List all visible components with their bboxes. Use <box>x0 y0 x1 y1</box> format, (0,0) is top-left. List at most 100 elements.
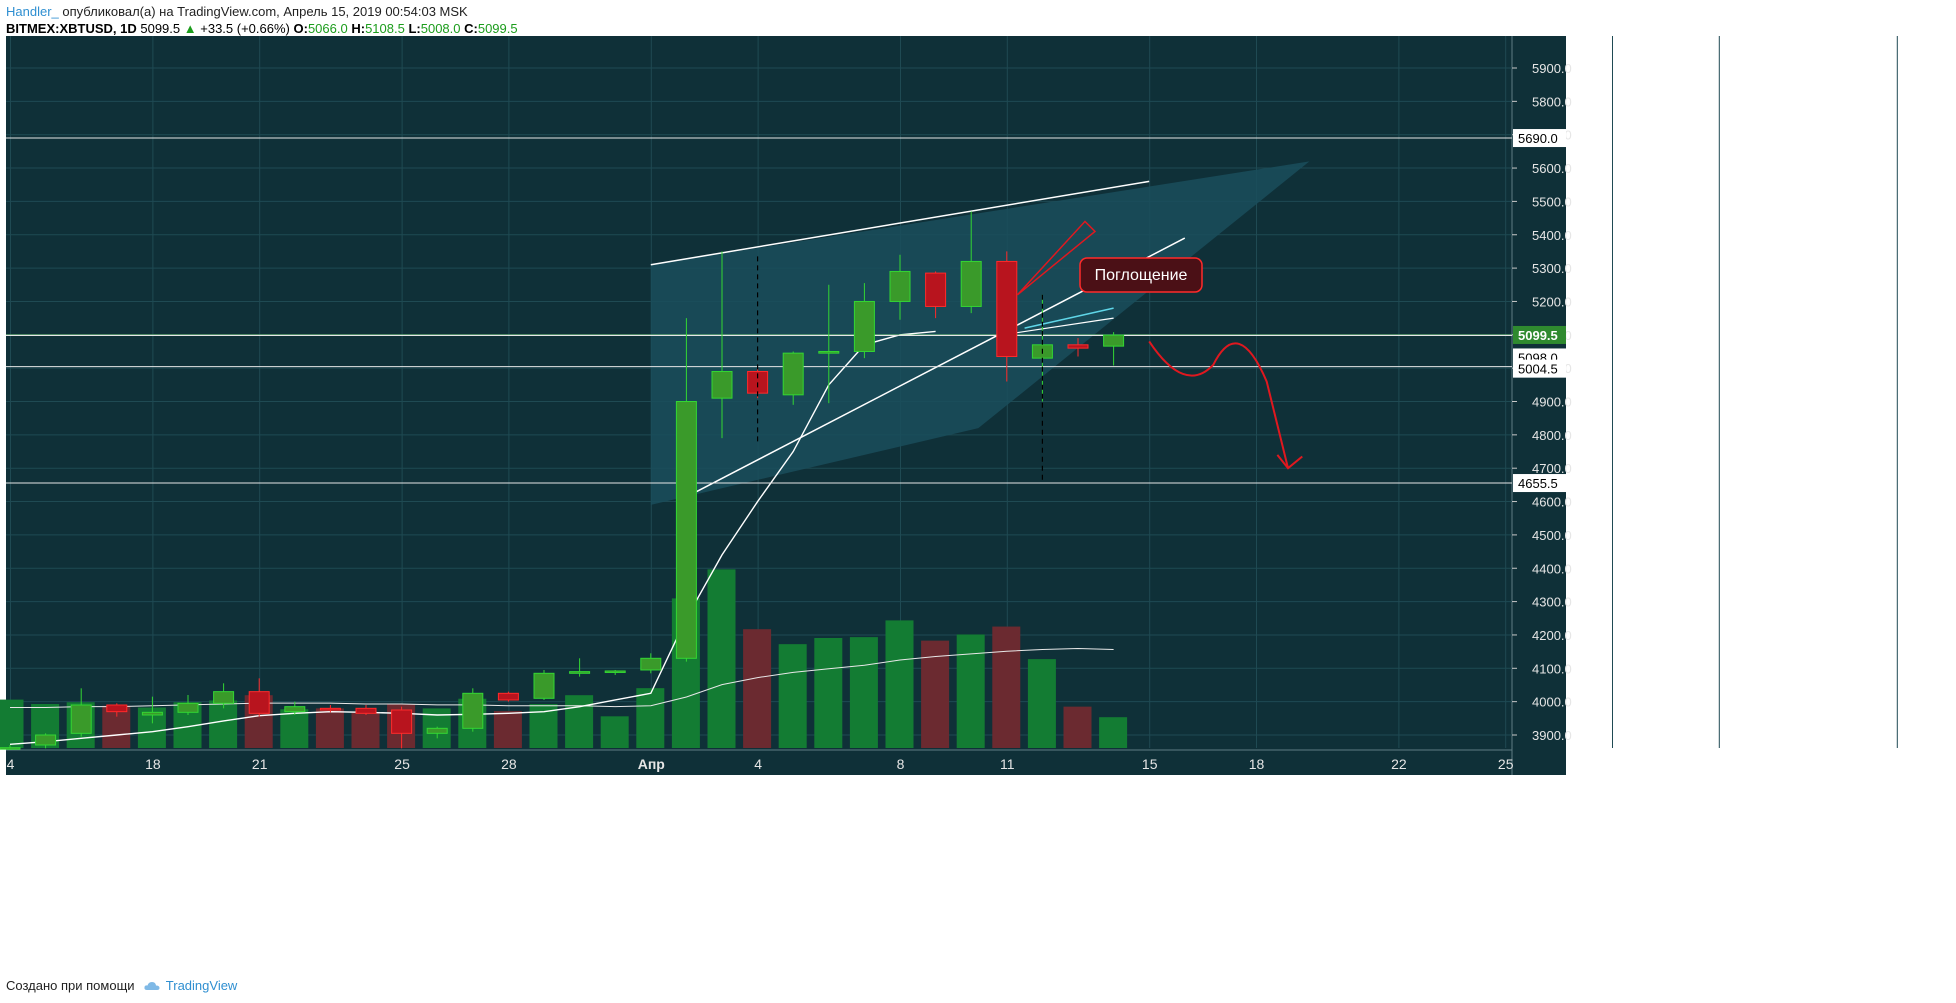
candle-body <box>355 707 377 714</box>
volume-bar <box>493 711 522 748</box>
volume-bar <box>565 695 594 748</box>
price-tick-label: 5800.0 <box>1532 94 1572 109</box>
chart-header-ohlc: BITMEX:XBTUSD, 1D 5099.5 ▲ +33.5 (+0.66%… <box>6 21 518 36</box>
candle-body <box>1103 334 1125 347</box>
trend-line-cyan <box>1024 307 1114 329</box>
level-price-label: 5099.5 <box>1518 328 1558 343</box>
price-tick-label: 4500.0 <box>1532 528 1572 543</box>
volume-bar <box>600 716 629 748</box>
time-tick-label: 18 <box>145 756 161 772</box>
author-link[interactable]: Handler_ <box>6 4 59 19</box>
callout-pointer <box>1016 220 1097 296</box>
close-label: C: <box>464 21 478 36</box>
candle-body <box>853 300 875 352</box>
candle-body <box>391 709 413 734</box>
volume-bar <box>814 638 843 748</box>
candle-body <box>0 747 21 750</box>
candle-body <box>889 270 911 302</box>
time-tick-label: 25 <box>394 756 410 772</box>
projection-arrow-head <box>1276 454 1303 470</box>
callout: Поглощение <box>1079 257 1203 293</box>
candle-body <box>996 260 1018 357</box>
volume-bar <box>1099 717 1128 748</box>
volume-bar <box>956 634 985 748</box>
candle-body <box>213 691 235 704</box>
time-axis[interactable]: 4 18 21 25 28 Апр 4 8 11 15 18 22 25 <box>7 756 1514 772</box>
volume-bar <box>885 620 914 748</box>
candles <box>0 211 1125 751</box>
time-tick-label: Апр <box>638 756 665 772</box>
candle-body <box>426 727 448 734</box>
volume-bar <box>280 709 309 748</box>
volume-bar <box>992 626 1021 748</box>
candle-body <box>284 706 306 713</box>
candle-body <box>70 704 92 734</box>
price-tick-label: 4100.0 <box>1532 661 1572 676</box>
wedge-fill <box>650 161 1310 505</box>
candle-body <box>106 704 128 713</box>
price-tick-label: 5600.0 <box>1532 161 1572 176</box>
volume-bar <box>351 712 380 748</box>
candle-body <box>711 370 733 399</box>
level-price-label: 5004.5 <box>1518 362 1558 377</box>
candle-body <box>569 671 591 674</box>
chart-header-published: Handler_ опубликовал(а) на TradingView.c… <box>6 4 468 19</box>
high-value: 5108.5 <box>365 21 405 36</box>
price-tick-label: 5900.0 <box>1532 61 1572 76</box>
candle-body <box>604 670 626 673</box>
horizontal-levels <box>6 137 1512 484</box>
price-tick-label: 5500.0 <box>1532 194 1572 209</box>
candle-body <box>177 702 199 713</box>
candle-body <box>533 672 555 699</box>
volume-bar <box>707 569 736 748</box>
drawings <box>756 220 1303 482</box>
published-text: опубликовал(а) на TradingView.com, Апрел… <box>62 4 468 19</box>
candle-body <box>35 734 57 746</box>
volume-bar <box>743 629 772 748</box>
candle-body <box>497 692 519 701</box>
volume-bar <box>921 640 950 748</box>
volume-bar <box>849 637 878 748</box>
candle-body <box>319 707 341 711</box>
candle-body <box>675 401 697 659</box>
volume-bar <box>209 700 238 748</box>
price-tick-label: 4400.0 <box>1532 561 1572 576</box>
volume-bar <box>636 688 665 748</box>
callout-box <box>1079 257 1203 293</box>
level-price-label: 5690.0 <box>1518 131 1558 146</box>
candle-body <box>782 352 804 396</box>
price-tick-label: 4600.0 <box>1532 495 1572 510</box>
tradingview-link[interactable]: TradingView <box>165 978 238 993</box>
volume-bar <box>315 708 344 748</box>
candle-body <box>141 711 163 716</box>
price-tick-label: 4300.0 <box>1532 595 1572 610</box>
last-price: 5099.5 <box>140 21 181 36</box>
open-value: 5066.0 <box>307 21 348 36</box>
symbol-label: BITMEX:XBTUSD, 1D <box>6 21 137 36</box>
high-label: H: <box>351 21 366 36</box>
callout-label: Поглощение <box>1095 267 1188 284</box>
price-tick-label: 4900.0 <box>1532 395 1572 410</box>
price-chart[interactable]: 3900.04000.04100.04200.04300.04400.04500… <box>0 0 1956 975</box>
candle-body <box>818 350 840 354</box>
trend-line-short <box>1013 317 1114 334</box>
candle-body <box>960 260 982 307</box>
time-tick-label: 21 <box>252 756 268 772</box>
candle-body <box>462 692 484 729</box>
candle-body <box>640 657 662 671</box>
time-tick-label: 4 <box>7 756 15 772</box>
candle-body <box>1067 344 1089 349</box>
price-axis[interactable]: 3900.0 4000.0 4100.0 4200.0 4300.0 4400.0 4500… <box>1512 61 1572 743</box>
price-tick-label: 5300.0 <box>1532 261 1572 276</box>
volume-bar <box>1027 659 1056 748</box>
time-tick-label: 28 <box>501 756 517 772</box>
volume-bar <box>1063 706 1092 748</box>
time-tick-label: 11 <box>1000 756 1015 772</box>
price-tick-label: 4700.0 <box>1532 461 1572 476</box>
volume-bar <box>778 644 807 748</box>
candle-body <box>248 691 270 714</box>
candle-body <box>925 272 947 307</box>
level-price-badge <box>1513 129 1566 148</box>
time-tick-label: 4 <box>754 756 762 772</box>
level-price-badge <box>1513 474 1566 493</box>
